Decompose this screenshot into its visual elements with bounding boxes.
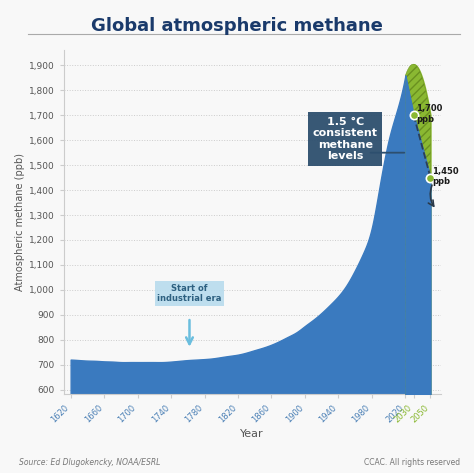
Text: 1,450
ppb: 1,450 ppb xyxy=(432,166,459,186)
Text: CCAC. All rights reserved: CCAC. All rights reserved xyxy=(364,458,460,467)
Text: Global atmospheric methane: Global atmospheric methane xyxy=(91,17,383,35)
X-axis label: Year: Year xyxy=(240,429,264,439)
Text: 1.5 °C
consistent
methane
levels: 1.5 °C consistent methane levels xyxy=(313,116,378,161)
Text: Start of
industrial era: Start of industrial era xyxy=(157,284,222,303)
Text: 1,700
ppb: 1,700 ppb xyxy=(416,105,443,124)
Y-axis label: Atmospheric methane (ppb): Atmospheric methane (ppb) xyxy=(15,153,25,291)
Text: Source: Ed Dlugokencky, NOAA/ESRL: Source: Ed Dlugokencky, NOAA/ESRL xyxy=(19,458,160,467)
